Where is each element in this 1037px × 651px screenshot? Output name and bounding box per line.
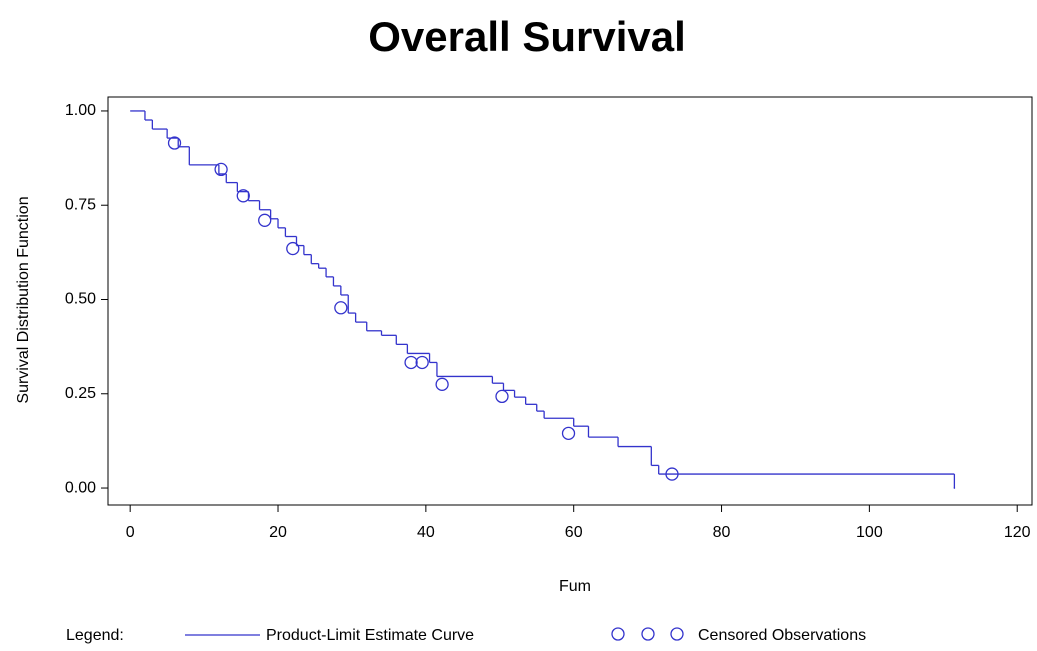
legend-marker-swatch [641,627,655,641]
plot-frame [107,96,1033,506]
y-tick-label: 1.00 [65,102,96,119]
x-axis-label: Fum [559,578,591,595]
legend-title: Legend: [66,627,124,644]
chart-title: Overall Survival [368,13,686,60]
y-tick-label: 0.50 [65,291,96,308]
x-tick-label: 40 [417,524,435,541]
y-axis-label: Survival Distribution Function [15,196,32,403]
x-tick-label: 80 [713,524,731,541]
censored-marker [415,355,429,370]
legend-marker-swatch [670,627,684,641]
legend-label: Product-Limit Estimate Curve [266,627,474,644]
x-tick-label: 60 [565,524,583,541]
y-tick-label: 0.00 [65,479,96,496]
y-tick-label: 0.75 [65,196,96,213]
x-tick-label: 20 [269,524,287,541]
x-tick-label: 100 [856,524,883,541]
legend-marker-swatch [611,627,625,641]
censored-marker [665,467,679,481]
censored-marker [214,162,228,177]
censored-marker [495,389,509,404]
censored-marker [167,136,182,150]
censored-marker [258,213,272,227]
censored-marker [561,426,576,441]
x-tick-label: 0 [126,524,135,541]
censored-marker [404,355,418,370]
censored-marker [435,377,449,391]
censored-marker [236,189,250,203]
y-tick-label: 0.25 [65,385,96,402]
censored-marker [286,241,300,256]
x-tick-label: 120 [1004,524,1031,541]
legend-label: Censored Observations [698,627,866,644]
censored-marker [334,301,348,315]
step-end [953,487,956,489]
